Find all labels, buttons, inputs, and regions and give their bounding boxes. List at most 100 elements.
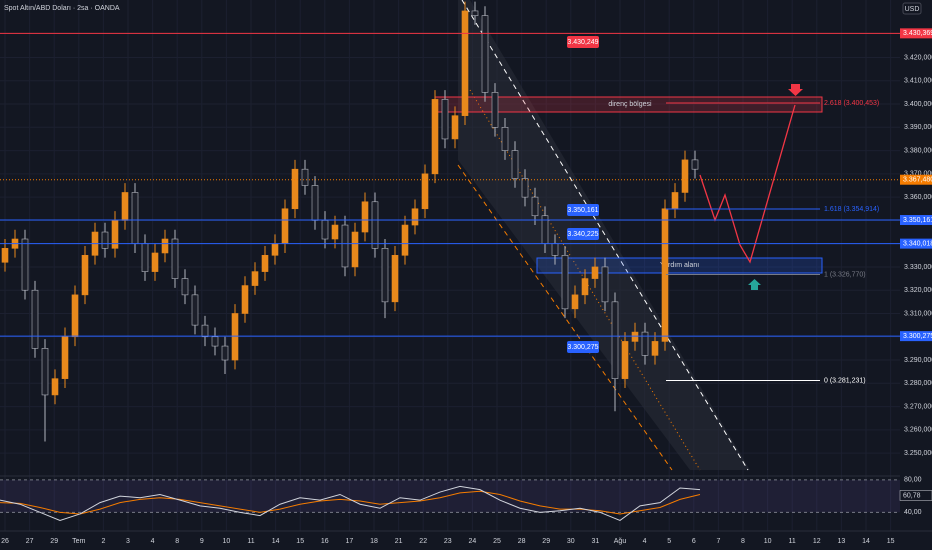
candle-body: [201, 324, 209, 338]
candle-body: [651, 341, 659, 356]
candle-body: [141, 243, 149, 272]
candle-body: [191, 294, 199, 326]
rsi-line: [0, 485, 701, 522]
candle-body: [311, 185, 319, 221]
x-tick-label: 4: [643, 538, 647, 545]
candle-body: [481, 15, 489, 93]
candle-body: [271, 243, 279, 256]
candle-body: [181, 278, 189, 296]
x-tick-label: 24: [469, 538, 477, 545]
candle-body: [241, 285, 249, 314]
zone-label: Yardım alanı: [660, 262, 699, 269]
price-marker: [567, 36, 599, 48]
y-tick-label: 3.370,000: [904, 171, 932, 178]
candle-body: [421, 173, 429, 210]
level-badge: [900, 215, 932, 226]
candle-body: [551, 243, 559, 256]
x-tick-label: 7: [716, 538, 720, 545]
y-tick-label: 3.390,000: [904, 124, 932, 131]
price-axis: [900, 0, 932, 550]
candle-body: [281, 208, 289, 244]
candle-body: [221, 345, 229, 361]
y-tick-label: 3.280,000: [904, 380, 932, 387]
rsi-tick-label: 80,00: [904, 477, 922, 484]
level-badge: [900, 28, 932, 39]
candle-body: [601, 266, 609, 303]
candle-body: [251, 271, 259, 286]
channel-line: [461, 0, 749, 471]
x-tick-label: 15: [296, 538, 304, 545]
candle-body: [681, 159, 689, 193]
candle-body: [1, 248, 9, 263]
x-tick-label: 21: [395, 538, 403, 545]
x-tick-label: 26: [1, 538, 9, 545]
candle-body: [171, 238, 179, 279]
chart-title: Spot Altın/ABD Doları · 2sa · OANDA: [4, 5, 120, 12]
x-tick-label: Tem: [72, 538, 85, 545]
candle-body: [81, 255, 89, 296]
candle-body: [561, 255, 569, 310]
x-tick-label: 14: [862, 538, 870, 545]
candle-body: [511, 150, 519, 179]
x-tick-label: 8: [741, 538, 745, 545]
arrow-down: [788, 84, 803, 96]
candle-body: [21, 238, 29, 291]
y-tick-label: 3.400,000: [904, 101, 932, 108]
candle-body: [591, 266, 599, 279]
candle-body: [341, 224, 349, 268]
candle-body: [411, 208, 419, 226]
y-tick-label: 3.410,000: [904, 78, 932, 85]
candle-body: [381, 248, 389, 303]
candle-body: [161, 238, 169, 254]
candle-body: [531, 196, 539, 217]
candle-body: [671, 192, 679, 210]
y-tick-label: 3.250,000: [904, 450, 932, 457]
x-tick-label: 5: [667, 538, 671, 545]
candle-body: [131, 192, 139, 244]
price-marker-label: 3.340,225: [567, 231, 598, 238]
candle-body: [501, 127, 509, 151]
x-tick-label: 3: [126, 538, 130, 545]
level-label: 3.350,161: [903, 217, 932, 224]
candle-body: [491, 92, 499, 128]
x-tick-label: 10: [764, 538, 772, 545]
x-tick-label: 4: [151, 538, 155, 545]
candle-body: [631, 331, 639, 342]
y-tick-label: 3.420,000: [904, 54, 932, 61]
candle-body: [321, 220, 329, 240]
candle-body: [331, 224, 339, 240]
price-marker: [567, 341, 599, 353]
rsi-badge: [899, 490, 932, 501]
channel-line: [457, 164, 673, 471]
candle-body: [611, 301, 619, 379]
x-tick-label: 18: [370, 538, 378, 545]
x-tick-label: 15: [887, 538, 895, 545]
candle-body: [61, 336, 69, 379]
price-marker-label: 3.350,161: [567, 207, 598, 214]
candle-body: [151, 252, 159, 272]
x-tick-label: 30: [567, 538, 575, 545]
x-tick-label: 6: [692, 538, 696, 545]
candle-body: [621, 341, 629, 379]
candle-body: [351, 231, 359, 268]
fib-label: 1.618 (3.354,914): [824, 206, 879, 213]
x-tick-label: 27: [26, 538, 34, 545]
fib-label: 2.618 (3.400,453): [824, 100, 879, 107]
x-tick-label: Ağu: [614, 538, 627, 545]
x-tick-label: 11: [789, 538, 796, 545]
x-tick-label: 28: [518, 538, 526, 545]
price-marker-label: 3.300,275: [567, 344, 598, 351]
x-tick-label: 31: [592, 538, 600, 545]
candle-body: [401, 224, 409, 256]
candle-body: [441, 99, 449, 140]
candle-body: [291, 168, 299, 210]
rsi-badge-label: 60,78: [903, 492, 921, 499]
candle-body: [521, 178, 529, 198]
candle-body: [41, 348, 49, 396]
x-tick-label: 13: [838, 538, 846, 545]
rsi-band: [0, 479, 900, 513]
candle-body: [261, 255, 269, 272]
candle-body: [371, 201, 379, 249]
x-tick-label: 25: [493, 538, 501, 545]
fib-label: 0 (3.281,231): [824, 377, 866, 384]
